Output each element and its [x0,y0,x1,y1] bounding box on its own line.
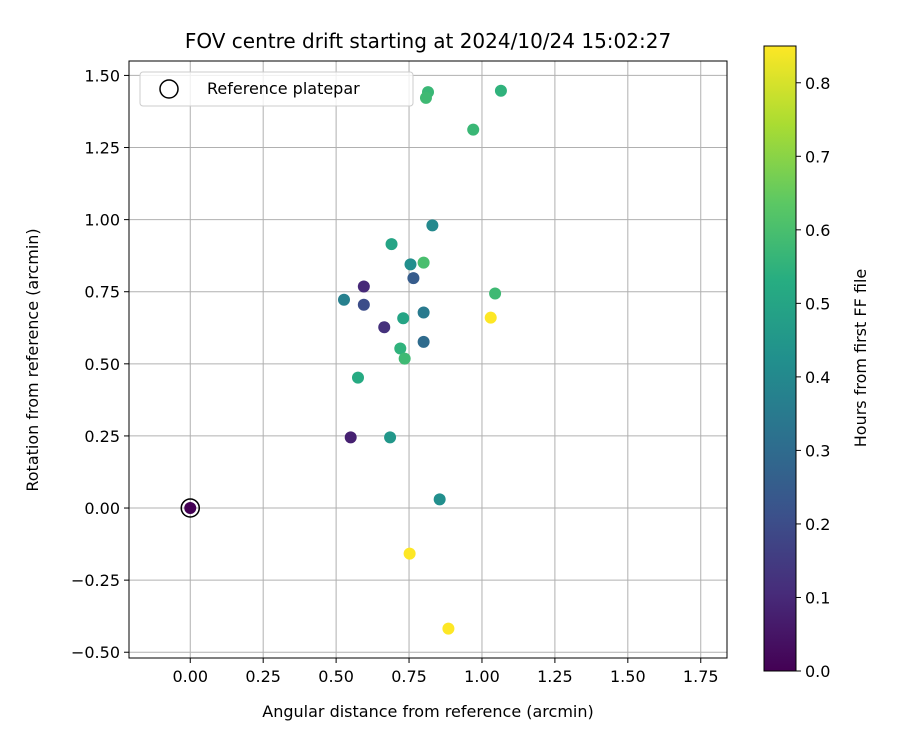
data-point [357,298,370,311]
x-tick-label: 1.00 [464,667,500,686]
y-tick-label: 0.25 [84,427,120,446]
legend: Reference platepar [139,71,414,107]
x-tick-label: 0.75 [391,667,427,686]
y-tick-label: 0.50 [84,355,120,374]
colorbar-gradient [763,45,797,672]
colorbar-tick-label: 0.5 [805,294,830,313]
plot-frame [128,60,728,659]
data-point [394,342,407,355]
data-point [351,371,364,384]
y-tick-label: −0.25 [71,571,120,590]
data-point [442,622,455,635]
x-tick-label: 1.50 [610,667,646,686]
colorbar-tick-label: 0.2 [805,515,830,534]
x-tick-label: 0.00 [172,667,208,686]
data-point [357,280,370,293]
colorbar-tick-label: 0.6 [805,221,830,240]
data-point [378,321,391,334]
data-point [385,238,398,251]
data-point [494,84,507,97]
data-point [398,352,411,365]
y-tick-label: −0.50 [71,643,120,662]
x-axis-label: Angular distance from reference (arcmin) [262,702,593,721]
legend-reference-marker [159,79,179,99]
y-tick-label: 1.50 [84,66,120,85]
data-point [484,311,497,324]
data-point [337,293,350,306]
data-point [403,547,416,560]
y-axis-label: Rotation from reference (arcmin) [23,228,42,491]
legend-box [139,71,414,107]
data-point [404,258,417,271]
data-point [433,493,446,506]
x-tick-label: 1.75 [683,667,719,686]
data-point [397,312,410,325]
x-tick-label: 0.25 [245,667,281,686]
legend-label: Reference platepar [207,79,360,98]
data-point [417,335,430,348]
colorbar-tick-label: 0.7 [805,147,830,166]
x-tick-label: 0.50 [318,667,354,686]
y-axis-ticks: 1.50 1.25 1.00 0.75 0.50 0.25 0.00 −0.25 −0.50 [71,66,129,662]
reference-marker [180,498,201,518]
data-point [467,123,480,136]
colorbar-tick-label: 0.8 [805,74,830,93]
colorbar-tick-label: 0.0 [805,662,830,681]
data-point [489,287,502,300]
data-point [407,272,420,285]
scatter-points [180,84,507,635]
y-tick-label: 0.00 [84,499,120,518]
colorbar-tick-label: 0.3 [805,441,830,460]
colorbar-tick-label: 0.1 [805,588,830,607]
y-tick-label: 1.00 [84,211,120,230]
data-point [419,91,432,104]
y-tick-label: 0.75 [84,283,120,302]
grid [129,61,727,658]
data-point [417,306,430,319]
colorbar-tick-label: 0.4 [805,368,830,387]
data-point [384,431,397,444]
x-axis-ticks: 0.00 0.25 0.50 0.75 1.00 1.25 1.50 1.75 [172,658,719,686]
data-point [344,431,357,444]
colorbar: 0.0 0.1 0.2 0.3 0.4 0.5 0.6 0.7 0.8 Hours from f… [763,45,870,681]
data-point [426,219,439,232]
y-tick-label: 1.25 [84,139,120,158]
data-point [184,502,197,515]
chart-title: FOV centre drift starting at 2024/10/24 … [185,29,671,53]
colorbar-ticks: 0.0 0.1 0.2 0.3 0.4 0.5 0.6 0.7 0.8 [796,74,830,681]
x-tick-label: 1.25 [537,667,573,686]
data-point [417,256,430,269]
colorbar-label: Hours from first FF file [851,269,870,448]
